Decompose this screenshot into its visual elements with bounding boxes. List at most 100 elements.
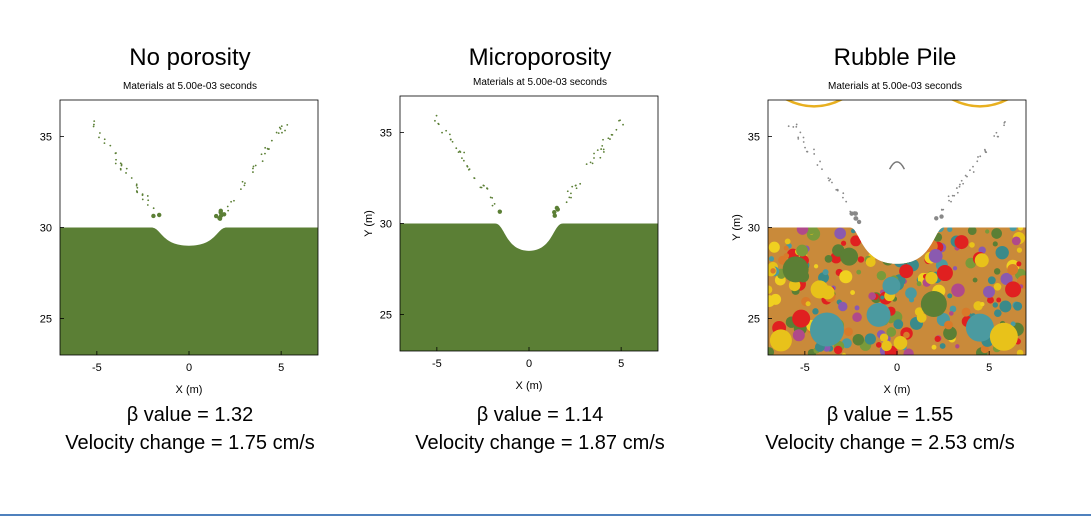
boulder bbox=[893, 319, 904, 330]
ejecta-particle bbox=[966, 175, 968, 178]
boulder bbox=[809, 312, 844, 347]
ejecta-particle bbox=[947, 195, 950, 198]
ejecta-arc bbox=[888, 161, 906, 170]
y-tick-label: 35 bbox=[380, 127, 392, 139]
ejecta-particle bbox=[146, 204, 149, 206]
ejecta-particle bbox=[829, 178, 832, 181]
boulder bbox=[995, 245, 1009, 260]
x-tick-label: 5 bbox=[986, 362, 992, 374]
ejecta-particle bbox=[103, 142, 106, 145]
ejecta-particle bbox=[593, 152, 595, 155]
y-tick-label: 25 bbox=[748, 314, 760, 326]
ejecta-particle bbox=[566, 190, 569, 193]
y-tick-label: 25 bbox=[40, 314, 52, 326]
ejecta-particle bbox=[939, 214, 944, 219]
boulder bbox=[943, 326, 957, 341]
ejecta-particle bbox=[806, 150, 809, 153]
boulder bbox=[980, 345, 989, 354]
boulder bbox=[770, 268, 776, 274]
boulder bbox=[840, 240, 847, 246]
ejecta-particle bbox=[135, 184, 138, 187]
ejecta-particle bbox=[125, 172, 127, 174]
ejecta-particle bbox=[977, 156, 979, 158]
ejecta-particle bbox=[842, 196, 844, 199]
boulder bbox=[879, 333, 889, 342]
ejecta-particle bbox=[997, 135, 1000, 138]
ejecta-particle bbox=[151, 213, 156, 219]
ejecta-particle bbox=[958, 183, 961, 186]
ejecta-particle bbox=[797, 136, 800, 139]
ejecta-particle bbox=[491, 196, 494, 199]
ejecta-particle bbox=[853, 216, 859, 221]
ejecta-particle bbox=[437, 123, 440, 126]
ejecta-particle bbox=[479, 186, 482, 189]
boulder bbox=[999, 300, 1012, 313]
ejecta-particle bbox=[252, 167, 254, 170]
boulder bbox=[985, 229, 990, 234]
boulder bbox=[784, 238, 791, 245]
boulder bbox=[939, 343, 946, 349]
ejecta-particle bbox=[141, 198, 144, 201]
boulder bbox=[982, 285, 995, 298]
velocity-change-rubble-pile: Velocity change = 2.53 cm/s bbox=[765, 432, 1015, 454]
boulder bbox=[993, 282, 1002, 291]
ejecta-particle bbox=[497, 209, 503, 214]
ejecta-particle bbox=[281, 131, 283, 134]
y-axis-label: Y (m) bbox=[363, 210, 375, 237]
boulder bbox=[866, 302, 891, 327]
ejecta-particle bbox=[831, 181, 833, 184]
y-tick-label: 30 bbox=[380, 219, 392, 231]
ejecta-particle bbox=[284, 129, 286, 132]
ejecta-particle bbox=[98, 136, 100, 139]
ejecta-particle bbox=[459, 151, 462, 153]
ejecta-particle bbox=[230, 200, 233, 203]
ejecta-particle bbox=[964, 174, 967, 177]
boulder bbox=[951, 283, 965, 297]
ejecta-particle bbox=[264, 146, 267, 149]
y-tick-label: 30 bbox=[40, 223, 52, 235]
boulder bbox=[1005, 281, 1022, 298]
boulder bbox=[934, 335, 941, 343]
plot-area bbox=[60, 100, 318, 355]
panel-title-microporosity: Microporosity bbox=[468, 44, 612, 71]
boulder bbox=[925, 271, 938, 285]
x-axis-label: X (m) bbox=[176, 384, 203, 396]
ejecta-particle bbox=[579, 182, 582, 185]
ejecta-particle bbox=[787, 125, 790, 128]
ejecta-particle bbox=[568, 196, 571, 199]
ejecta-particle bbox=[813, 153, 816, 155]
ejecta-particle bbox=[795, 123, 798, 126]
ejecta-particle bbox=[120, 163, 123, 166]
boulder bbox=[899, 264, 914, 279]
boulder bbox=[974, 253, 989, 268]
ejecta-particle bbox=[92, 125, 95, 128]
ejecta-particle bbox=[591, 162, 594, 165]
boulder bbox=[783, 245, 789, 251]
x-tick-label: 0 bbox=[186, 362, 192, 374]
bottom-divider bbox=[0, 514, 1091, 516]
ejecta-particle bbox=[254, 164, 257, 167]
ejecta-particle bbox=[434, 119, 436, 122]
ejecta-particle bbox=[610, 133, 613, 136]
ejecta-particle bbox=[93, 120, 96, 123]
ejecta-particle bbox=[953, 194, 956, 197]
boulder bbox=[768, 295, 776, 307]
ejecta-particle bbox=[119, 168, 122, 171]
ejecta-particle bbox=[792, 126, 795, 128]
x-tick-label: -5 bbox=[432, 358, 442, 370]
boulder bbox=[1016, 261, 1022, 267]
x-axis-label: X (m) bbox=[884, 384, 911, 396]
boulder bbox=[893, 336, 908, 350]
ejecta-particle bbox=[795, 125, 798, 128]
boulder bbox=[882, 276, 901, 295]
y-tick-label: 35 bbox=[748, 131, 760, 143]
beta-value-microporosity: β value = 1.14 bbox=[476, 404, 604, 426]
ejecta-particle bbox=[448, 133, 451, 136]
boulder bbox=[1010, 321, 1016, 327]
boulder bbox=[972, 277, 978, 283]
ejecta-particle bbox=[821, 168, 823, 171]
boulder bbox=[875, 342, 882, 348]
ejecta-particle bbox=[552, 209, 557, 215]
ejecta-particle bbox=[455, 147, 458, 150]
ejecta-particle bbox=[213, 213, 219, 219]
